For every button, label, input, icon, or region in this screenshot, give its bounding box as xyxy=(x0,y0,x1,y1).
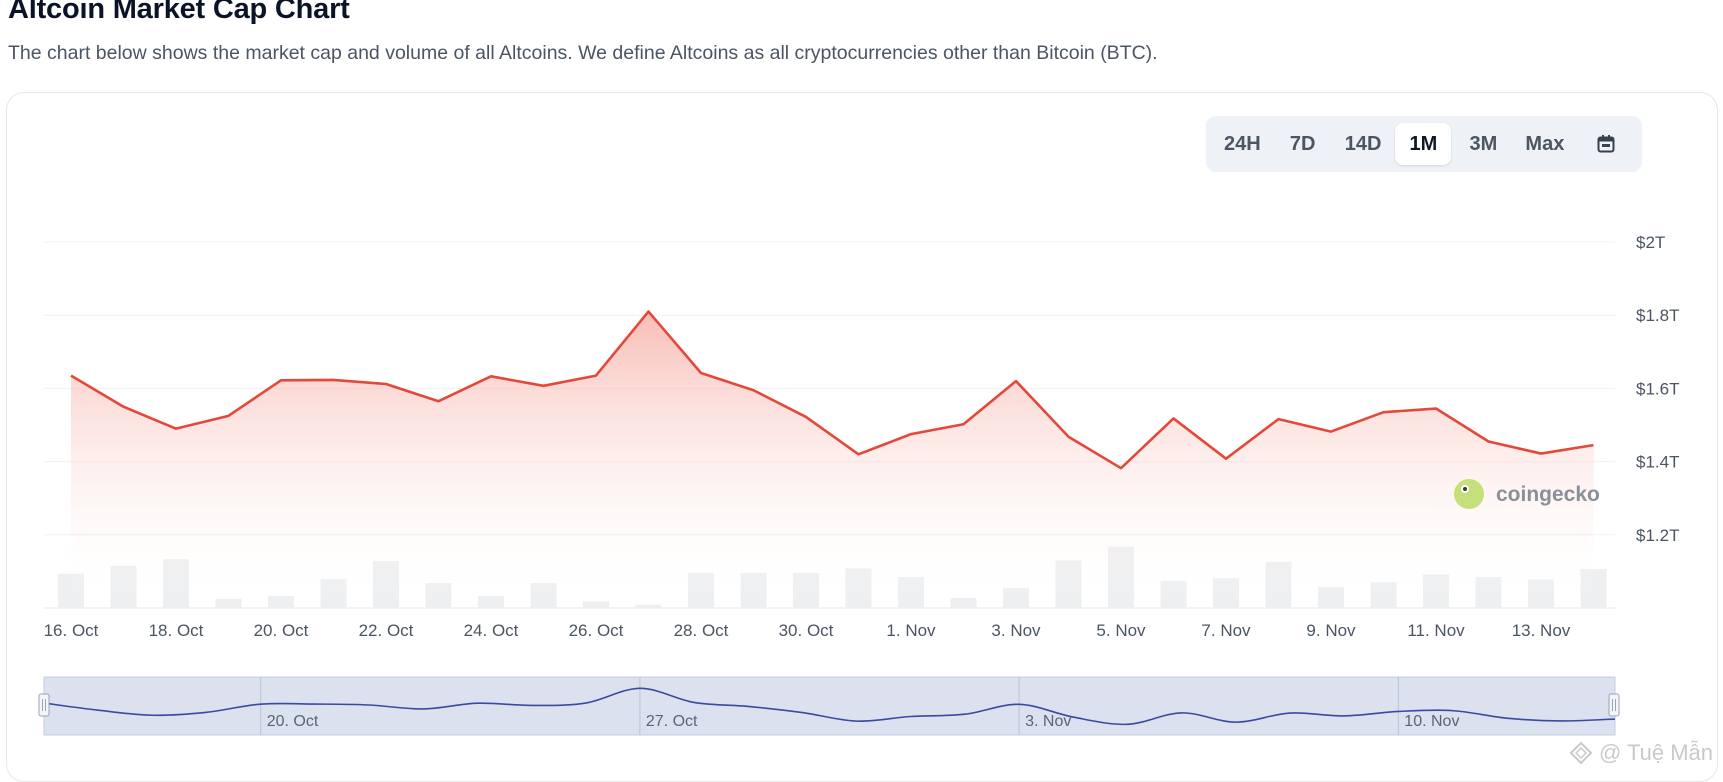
range-button-7d[interactable]: 7D xyxy=(1289,132,1316,155)
x-tick-label: 30. Oct xyxy=(779,621,834,640)
x-tick-label: 7. Nov xyxy=(1201,621,1251,640)
y-tick-label: $1.8T xyxy=(1636,306,1679,325)
coingecko-label: coingecko xyxy=(1496,483,1600,506)
y-tick-label: $1.4T xyxy=(1636,453,1679,472)
range-button-1m[interactable]: 1M xyxy=(1395,123,1452,165)
range-button-max[interactable]: Max xyxy=(1525,132,1565,155)
x-tick-label: 11. Nov xyxy=(1407,621,1465,640)
navigator-background xyxy=(43,676,1616,736)
footer-watermark: @ Tuệ Mẫn xyxy=(1569,740,1713,766)
x-tick-label: 26. Oct xyxy=(569,621,624,640)
x-tick-label: 16. Oct xyxy=(44,621,99,640)
x-tick-label: 28. Oct xyxy=(674,621,729,640)
calendar-icon xyxy=(1597,135,1615,153)
page-title: Altcoin Market Cap Chart xyxy=(8,0,350,25)
navigator-handle-right[interactable] xyxy=(1608,693,1620,717)
navigator-label: 20. Oct xyxy=(267,713,319,730)
x-tick-label: 24. Oct xyxy=(464,621,519,640)
y-tick-label: $1.2T xyxy=(1636,526,1679,545)
gecko-logo-icon xyxy=(1454,479,1484,509)
footer-watermark-text: @ Tuệ Mẫn xyxy=(1598,740,1713,765)
market-cap-line xyxy=(70,310,1594,470)
navigator-line xyxy=(43,687,1616,726)
time-range-selector: 24H 7D 14D 1M 3M Max xyxy=(1206,116,1643,172)
x-tick-label: 20. Oct xyxy=(254,621,309,640)
x-tick-label: 18. Oct xyxy=(149,621,204,640)
x-tick-label: 1. Nov xyxy=(886,621,936,640)
y-tick-label: $2T xyxy=(1636,233,1665,252)
calendar-button[interactable] xyxy=(1578,123,1634,165)
x-tick-label: 22. Oct xyxy=(359,621,414,640)
navigator-label: 10. Nov xyxy=(1404,713,1459,730)
range-navigator[interactable]: 20. Oct 27. Oct 3. Nov 10. Nov xyxy=(38,676,1620,736)
navigator-label: 3. Nov xyxy=(1025,713,1071,730)
x-tick-label: 3. Nov xyxy=(991,621,1041,640)
navigator-label: 27. Oct xyxy=(646,713,698,730)
range-button-3m[interactable]: 3M xyxy=(1469,132,1498,155)
range-button-14d[interactable]: 14D xyxy=(1344,132,1382,155)
range-button-24h[interactable]: 24H xyxy=(1224,132,1261,155)
navigator-handle-left[interactable] xyxy=(38,693,50,717)
page-subtitle: The chart below shows the market cap and… xyxy=(8,42,1158,64)
y-tick-label: $1.6T xyxy=(1636,379,1679,398)
market-cap-area xyxy=(71,311,1594,608)
diamond-logo-icon xyxy=(1569,741,1593,765)
x-tick-label: 5. Nov xyxy=(1096,621,1146,640)
coingecko-watermark: coingecko xyxy=(1454,479,1600,509)
x-tick-label: 13. Nov xyxy=(1512,621,1571,640)
x-tick-label: 9. Nov xyxy=(1306,621,1356,640)
